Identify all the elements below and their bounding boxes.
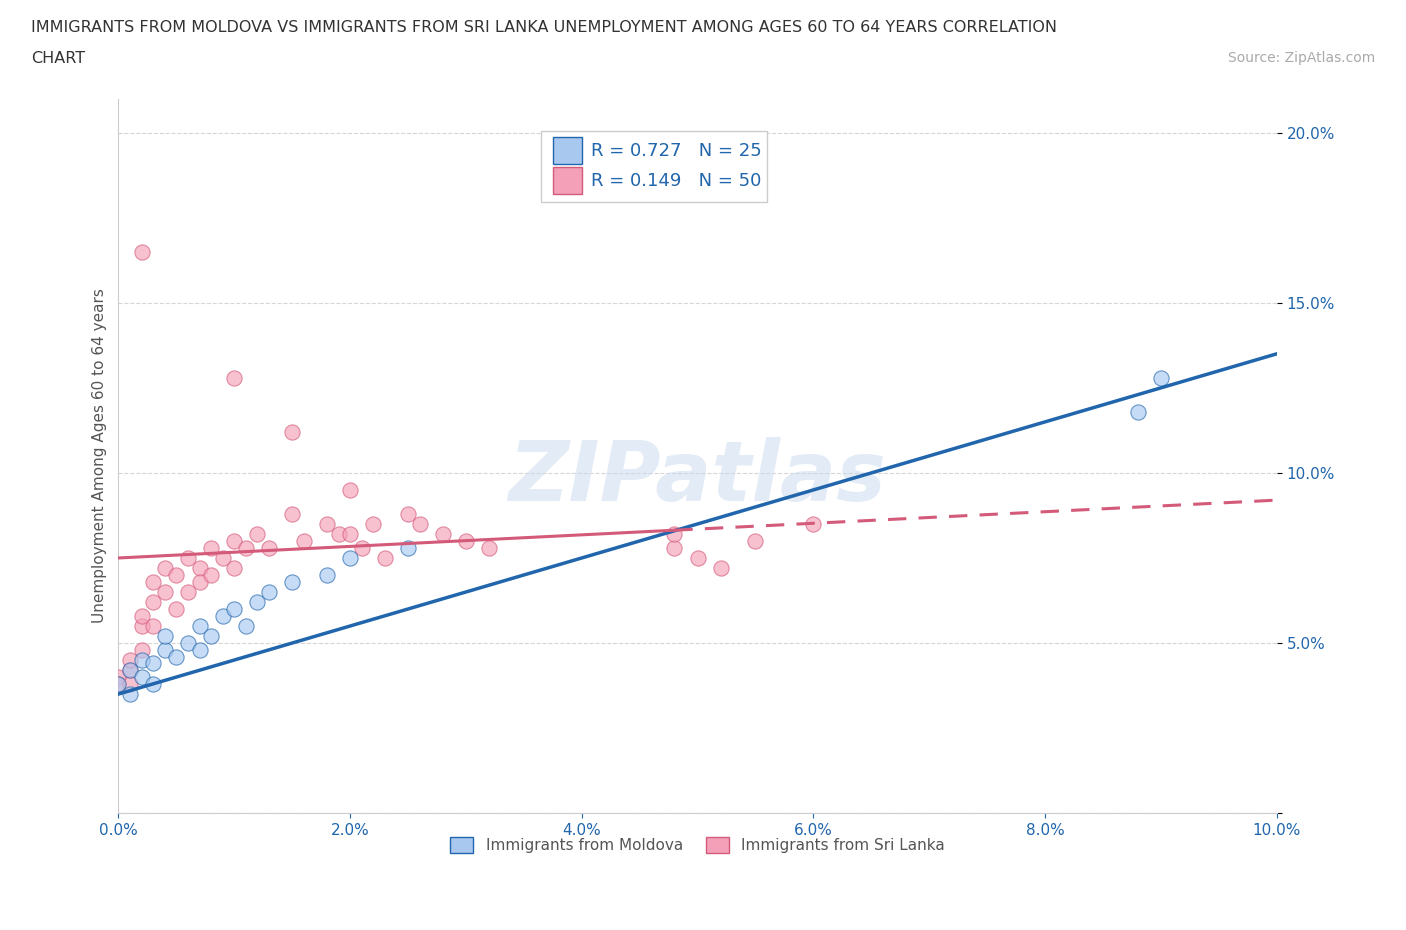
- Point: [200, 629, 222, 644]
- Point: [153, 585, 176, 600]
- Text: IMMIGRANTS FROM MOLDOVA VS IMMIGRANTS FROM SRI LANKA UNEMPLOYMENT AMONG AGES 60 : IMMIGRANTS FROM MOLDOVA VS IMMIGRANTS FR…: [31, 20, 1057, 35]
- Text: CHART: CHART: [31, 51, 84, 66]
- Point: [118, 663, 141, 678]
- Point: [118, 676, 141, 691]
- Point: [177, 635, 200, 650]
- Point: [107, 676, 129, 691]
- Point: [188, 643, 211, 658]
- Point: [177, 585, 200, 600]
- Point: [374, 551, 396, 565]
- Point: [131, 245, 153, 259]
- Point: [188, 561, 211, 576]
- Point: [165, 649, 187, 664]
- Point: [131, 643, 153, 658]
- Point: [131, 653, 153, 668]
- Legend: Immigrants from Moldova, Immigrants from Sri Lanka: Immigrants from Moldova, Immigrants from…: [444, 830, 950, 859]
- Point: [396, 540, 419, 555]
- Point: [686, 551, 709, 565]
- Point: [200, 540, 222, 555]
- Point: [224, 602, 246, 617]
- Point: [188, 575, 211, 590]
- Point: [165, 602, 187, 617]
- Point: [257, 540, 280, 555]
- Point: [432, 526, 454, 541]
- Point: [235, 540, 257, 555]
- Point: [339, 551, 361, 565]
- FancyBboxPatch shape: [553, 138, 582, 165]
- Point: [224, 561, 246, 576]
- Point: [292, 534, 315, 549]
- Point: [664, 526, 686, 541]
- Point: [142, 618, 165, 633]
- Point: [107, 670, 129, 684]
- Point: [339, 483, 361, 498]
- Point: [396, 506, 419, 521]
- Point: [142, 595, 165, 610]
- Point: [153, 561, 176, 576]
- Point: [224, 370, 246, 385]
- Text: R = 0.149   N = 50: R = 0.149 N = 50: [591, 172, 762, 190]
- Text: ZIPatlas: ZIPatlas: [509, 437, 887, 518]
- Point: [803, 516, 825, 531]
- Point: [361, 516, 384, 531]
- Point: [211, 608, 233, 623]
- Point: [316, 516, 339, 531]
- Text: Source: ZipAtlas.com: Source: ZipAtlas.com: [1227, 51, 1375, 65]
- Point: [153, 643, 176, 658]
- Point: [478, 540, 501, 555]
- Point: [350, 540, 373, 555]
- Point: [177, 551, 200, 565]
- Point: [118, 686, 141, 701]
- Point: [281, 506, 304, 521]
- Point: [211, 551, 233, 565]
- Point: [316, 567, 339, 582]
- Point: [1126, 405, 1149, 419]
- Point: [188, 618, 211, 633]
- Point: [408, 516, 430, 531]
- Point: [118, 663, 141, 678]
- Point: [744, 534, 766, 549]
- Point: [454, 534, 477, 549]
- Point: [153, 629, 176, 644]
- Point: [200, 567, 222, 582]
- Point: [235, 618, 257, 633]
- Point: [246, 526, 269, 541]
- Y-axis label: Unemployment Among Ages 60 to 64 years: Unemployment Among Ages 60 to 64 years: [93, 288, 107, 623]
- Point: [710, 561, 733, 576]
- Point: [281, 575, 304, 590]
- Point: [165, 567, 187, 582]
- Text: R = 0.727   N = 25: R = 0.727 N = 25: [591, 142, 762, 160]
- Point: [131, 670, 153, 684]
- Point: [281, 425, 304, 440]
- Point: [142, 676, 165, 691]
- Point: [131, 618, 153, 633]
- FancyBboxPatch shape: [541, 131, 768, 203]
- Point: [257, 585, 280, 600]
- Point: [328, 526, 350, 541]
- Point: [131, 608, 153, 623]
- Point: [339, 526, 361, 541]
- Point: [107, 676, 129, 691]
- FancyBboxPatch shape: [553, 167, 582, 194]
- Point: [142, 656, 165, 671]
- Point: [142, 575, 165, 590]
- Point: [224, 534, 246, 549]
- Point: [1150, 370, 1173, 385]
- Point: [118, 653, 141, 668]
- Point: [664, 540, 686, 555]
- Point: [246, 595, 269, 610]
